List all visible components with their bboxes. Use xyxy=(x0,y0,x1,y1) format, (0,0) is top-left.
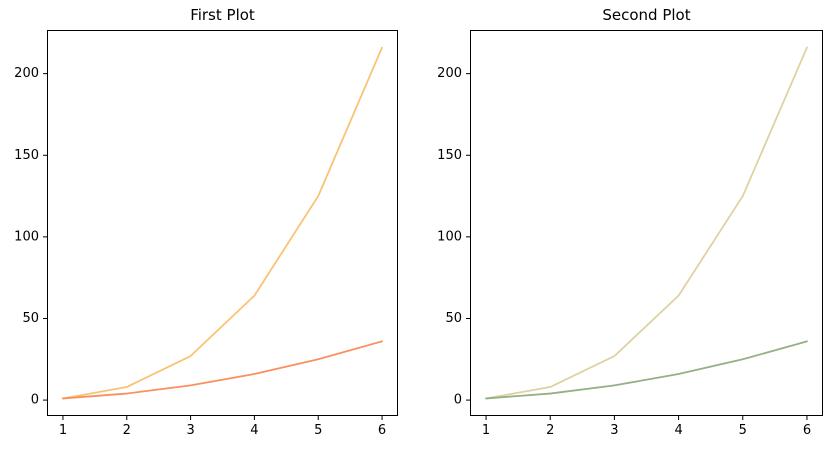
plot-frame xyxy=(47,30,398,416)
y-tick-label: 0 xyxy=(31,393,39,408)
y-tick-label: 100 xyxy=(437,229,462,244)
y-tick-label: 150 xyxy=(437,148,462,163)
x-tick-label: 2 xyxy=(123,423,131,438)
plot-title-second: Second Plot xyxy=(602,6,691,24)
x-tick-label: 1 xyxy=(482,423,490,438)
plot-title-first: First Plot xyxy=(190,6,255,24)
y-tick-label: 200 xyxy=(14,66,39,81)
x-tick-label: 4 xyxy=(674,423,682,438)
plot-area-first: 1 2 3 4 5 6 0 50 100 150 200 xyxy=(14,30,398,438)
x-tick-label: 1 xyxy=(59,423,67,438)
y-tick-label: 0 xyxy=(454,393,462,408)
x-tick-label: 6 xyxy=(803,423,811,438)
x-tick-label: 3 xyxy=(610,423,618,438)
series-line-cubes xyxy=(62,46,383,400)
x-tick-label: 6 xyxy=(378,423,386,438)
y-tick-label: 150 xyxy=(14,148,39,163)
x-tick-label: 5 xyxy=(314,423,322,438)
x-tick-label: 5 xyxy=(739,423,747,438)
series-line-squares xyxy=(62,340,383,400)
x-tick-label: 2 xyxy=(546,423,554,438)
y-tick-label: 50 xyxy=(445,311,462,326)
y-tick-label: 200 xyxy=(437,66,462,81)
y-tick-label: 50 xyxy=(22,311,39,326)
series-line-cubes xyxy=(485,46,808,400)
series-line-squares xyxy=(485,340,808,400)
plot-area-second: 1 2 3 4 5 6 0 50 100 150 200 xyxy=(437,30,823,438)
x-tick-label: 4 xyxy=(250,423,258,438)
x-tick-label: 3 xyxy=(186,423,194,438)
plot-frame xyxy=(470,30,823,416)
y-tick-label: 100 xyxy=(14,229,39,244)
